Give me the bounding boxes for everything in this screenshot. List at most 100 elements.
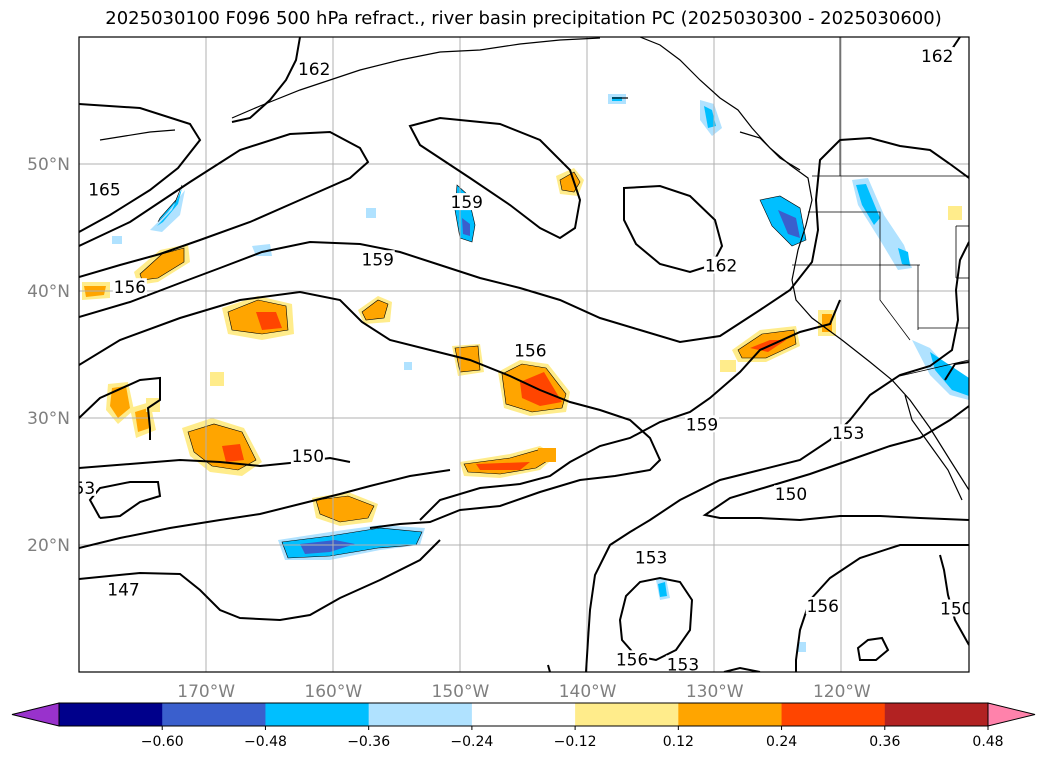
lon-tick-label: 120°W: [813, 682, 871, 702]
colorbar-tick-label: 0.48: [972, 734, 1003, 750]
refractivity-contours: [79, 37, 969, 672]
contour-label-bg: [449, 193, 484, 211]
colorbar-tick-label: −0.36: [347, 734, 390, 750]
contour-label-bg: [939, 599, 969, 617]
precip-area: [538, 448, 556, 462]
precip-area: [462, 218, 470, 236]
colorbar-swatch: [162, 703, 266, 726]
lon-tick-label: 140°W: [559, 682, 617, 702]
precip-area: [404, 362, 412, 370]
colorbar-tick-label: −0.60: [141, 734, 184, 750]
precip-area: [520, 372, 562, 406]
contour-label-bg: [297, 59, 332, 77]
colorbar-tick-label: −0.24: [450, 734, 493, 750]
contour-label: 150: [940, 600, 972, 620]
lon-tick-label: 130°W: [686, 682, 744, 702]
contour-label: 159: [686, 415, 718, 435]
contour-label: 156: [114, 278, 146, 298]
precip-area: [704, 106, 716, 128]
colorbar-extend-min: [11, 702, 60, 727]
colorbar-swatch: [678, 703, 783, 726]
colorbar-swatch: [575, 703, 679, 726]
precip-area: [300, 540, 355, 554]
contour-label: 162: [921, 47, 953, 67]
contour-label: 156: [514, 342, 546, 362]
map-title: 2025030100 F096 500 hPa refract., river …: [105, 8, 942, 29]
lon-tick-label: 170°W: [177, 682, 235, 702]
contour-label-bg: [774, 485, 808, 503]
longitude-tick-labels: 170°W 160°W 150°W 140°W 130°W 120°W: [177, 682, 871, 702]
contour-label-bg: [831, 424, 866, 442]
contour-label: 165: [88, 180, 120, 200]
contour-label: 153: [832, 424, 864, 444]
precip-area: [256, 312, 282, 330]
colorbar-swatch: [368, 703, 473, 726]
contour-label-bg: [290, 447, 325, 465]
colorbar-swatch: [884, 703, 989, 726]
contour-label-bg: [704, 256, 739, 274]
lat-tick-label: 20°N: [27, 536, 70, 556]
contour-label: 147: [107, 580, 139, 600]
coastlines: [99, 37, 969, 501]
contour-label-bg: [79, 478, 96, 496]
contour-label: 156: [0, 502, 6, 522]
contour-label: 159: [451, 193, 483, 213]
contour-label-bg: [87, 180, 122, 198]
contour-label-bg: [513, 341, 548, 359]
precip-area: [110, 386, 130, 418]
contour-label-bg: [920, 47, 955, 65]
colorbar-swatch: [59, 703, 163, 726]
precip-positive-areas: [82, 168, 962, 526]
contour-label: 153: [635, 549, 667, 569]
lat-tick-label: 40°N: [27, 282, 70, 302]
lon-tick-label: 160°W: [304, 682, 362, 702]
precip-area: [135, 408, 150, 432]
precip-area: [361, 299, 389, 321]
contour-label-bg: [112, 278, 147, 296]
lon-tick-label: 150°W: [432, 682, 490, 702]
contour-label-bg: [665, 655, 700, 672]
lat-tick-label: 30°N: [27, 409, 70, 429]
colorbar-tick-label: 0.12: [663, 734, 694, 750]
colorbar: −0.60 −0.48 −0.36 −0.24 −0.12 0.12 0.24 0.36 0.4…: [11, 702, 1036, 750]
contour-label-bg: [634, 548, 669, 566]
contour-label: 159: [362, 250, 394, 270]
precip-area: [778, 210, 800, 238]
contour-label-bg: [615, 650, 650, 668]
contour-label-bg: [805, 596, 840, 614]
colorbar-tick-label: −0.48: [244, 734, 287, 750]
contour-label: 156: [616, 650, 648, 670]
contour-label-bg: [685, 415, 719, 433]
colorbar-swatch: [265, 703, 370, 726]
latitude-tick-labels: 20°N 30°N 40°N 50°N: [27, 155, 70, 556]
lat-tick-label: 50°N: [27, 155, 70, 175]
precip-area: [222, 444, 244, 462]
precip-area: [315, 495, 375, 523]
precip-area: [798, 642, 806, 652]
colorbar-extend-max: [987, 702, 1036, 727]
precip-area: [210, 372, 224, 386]
contour-label: 156: [807, 597, 839, 617]
contour-label: 150: [292, 447, 324, 467]
precip-area: [658, 582, 667, 597]
precip-area: [476, 462, 530, 470]
state-borders: [792, 37, 969, 377]
contour-label: 153: [667, 655, 699, 675]
colorbar-outline: [58, 702, 989, 727]
precip-area: [112, 236, 122, 244]
contour-label: 150: [775, 485, 807, 505]
precip-area: [150, 190, 185, 232]
contour-label-bg: [360, 250, 395, 268]
colorbar-swatch: [471, 703, 576, 726]
contour-label: 162: [298, 60, 330, 80]
colorbar-tick-label: −0.12: [554, 734, 597, 750]
map-gridlines: [79, 37, 969, 672]
contour-label-bg: [0, 502, 7, 519]
precip-area: [948, 206, 962, 220]
colorbar-swatch: [781, 703, 886, 726]
contour-label: 162: [705, 257, 737, 277]
colorbar-tick-label: 0.24: [766, 734, 797, 750]
colorbar-tick-label: 0.36: [869, 734, 900, 750]
contour-labels: 165 162 162 159 159 156 162 156 159 153 150 153 156 1…: [0, 47, 972, 675]
